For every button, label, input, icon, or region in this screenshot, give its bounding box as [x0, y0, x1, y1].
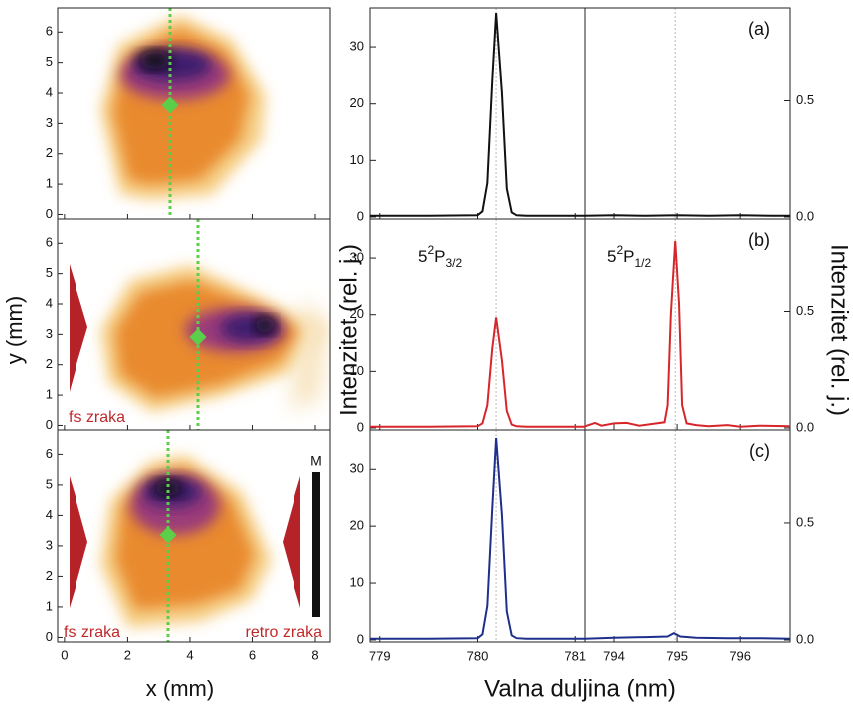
- annotation-part: P: [434, 247, 445, 266]
- y-tick-label: 3: [46, 326, 53, 341]
- annotation: 52P1/2: [607, 243, 652, 270]
- annotation: fs zraka: [69, 409, 125, 426]
- spectrum-line: [370, 437, 585, 640]
- annotation: retro zraka: [246, 624, 323, 641]
- y2-tick-label: 0.5: [796, 303, 814, 318]
- y-tick-label: 0: [357, 419, 364, 434]
- y-tick-label: 0: [46, 417, 53, 432]
- heatmap: [100, 455, 272, 628]
- y-tick-label: 4: [46, 84, 53, 99]
- y-axis-label: y (mm): [2, 296, 27, 364]
- y-tick-label: 20: [350, 306, 364, 321]
- y-tick-label: 10: [350, 152, 364, 167]
- y2-tick-label: 0.0: [796, 208, 814, 223]
- x-tick-label: 794: [603, 648, 625, 663]
- spectrum-line: [370, 13, 585, 217]
- annotation: fs zraka: [64, 624, 120, 641]
- y-tick-label: 0: [46, 629, 53, 644]
- y-tick-label: 2: [46, 568, 53, 583]
- y-tick-label: 5: [46, 265, 53, 280]
- beam-arrows: [70, 264, 300, 608]
- y2-tick-label: 0.5: [796, 514, 814, 529]
- y-tick-label: 10: [350, 363, 364, 378]
- y-tick-label: 6: [46, 235, 53, 250]
- y-tick-label: 10: [350, 574, 364, 589]
- y-tick-label: 30: [350, 250, 364, 265]
- x-tick-label: 780: [467, 648, 489, 663]
- y-axis-label: Intenzitet (rel. j.): [335, 244, 362, 416]
- x-axis-label: Valna duljina (nm): [484, 675, 676, 702]
- x-tick-label: 796: [729, 648, 751, 663]
- x-tick-label: 0: [61, 647, 68, 662]
- y2-tick-label: 0.0: [796, 419, 814, 434]
- y2-axis-label: Intenzitet (rel. j.): [826, 244, 853, 416]
- x-tick-label: 781: [564, 648, 586, 663]
- y-tick-label: 0: [357, 631, 364, 646]
- y-tick-label: 1: [46, 598, 53, 613]
- y-tick-label: 20: [350, 518, 364, 533]
- annotation-part: 5: [607, 247, 616, 266]
- x-tick-label: 2: [124, 647, 131, 662]
- panel-label: (b): [748, 230, 770, 250]
- y-tick-label: 5: [46, 476, 53, 491]
- y-tick-label: 30: [350, 461, 364, 476]
- panel-label: (c): [749, 441, 770, 461]
- x-axis-label: x (mm): [146, 676, 214, 701]
- y-tick-label: 3: [46, 537, 53, 552]
- spectrum-line: [584, 214, 790, 217]
- spectrum-line: [370, 317, 585, 428]
- heatmap: [100, 15, 266, 200]
- annotation-part: P: [623, 247, 634, 266]
- y-tick-label: 3: [46, 115, 53, 130]
- panel-frame: [57, 429, 331, 643]
- annotation-part: 3/2: [446, 256, 463, 270]
- y-tick-label: 6: [46, 24, 53, 39]
- diamonds: [159, 96, 207, 544]
- y-tick-label: 0: [357, 208, 364, 223]
- annotation-part: 5: [418, 247, 427, 266]
- y-tick-label: 20: [350, 95, 364, 110]
- y-tick-label: 6: [46, 446, 53, 461]
- y-tick-label: 1: [46, 387, 53, 402]
- y2-tick-label: 0.5: [796, 92, 814, 107]
- x-tick-label: 779: [369, 648, 391, 663]
- panel-frame: [369, 7, 791, 220]
- x-tick-label: 8: [311, 647, 318, 662]
- panel-frame: [369, 429, 791, 643]
- y-tick-label: 2: [46, 145, 53, 160]
- y-tick-label: 4: [46, 507, 53, 522]
- annotation: M: [310, 453, 322, 469]
- y-tick-label: 4: [46, 295, 53, 310]
- y-tick-label: 1: [46, 176, 53, 191]
- heatmap: [100, 265, 330, 412]
- x-tick-label: 4: [186, 647, 193, 662]
- y-tick-label: 30: [350, 39, 364, 54]
- spectrum-line: [584, 631, 791, 640]
- x-tick-label: 795: [666, 648, 688, 663]
- y-tick-label: 2: [46, 356, 53, 371]
- y-tick-label: 0: [46, 206, 53, 221]
- annotation: 52P3/2: [418, 243, 463, 270]
- y2-tick-label: 0.0: [796, 631, 814, 646]
- scale-bar: [312, 472, 320, 617]
- x-tick-label: 6: [249, 647, 256, 662]
- annotation-part: 2: [616, 243, 623, 257]
- panel-label: (a): [748, 19, 770, 39]
- annotation-part: 1/2: [635, 256, 652, 270]
- annotation-part: 2: [427, 243, 434, 257]
- y-tick-label: 5: [46, 54, 53, 69]
- spectrum-line: [584, 241, 791, 428]
